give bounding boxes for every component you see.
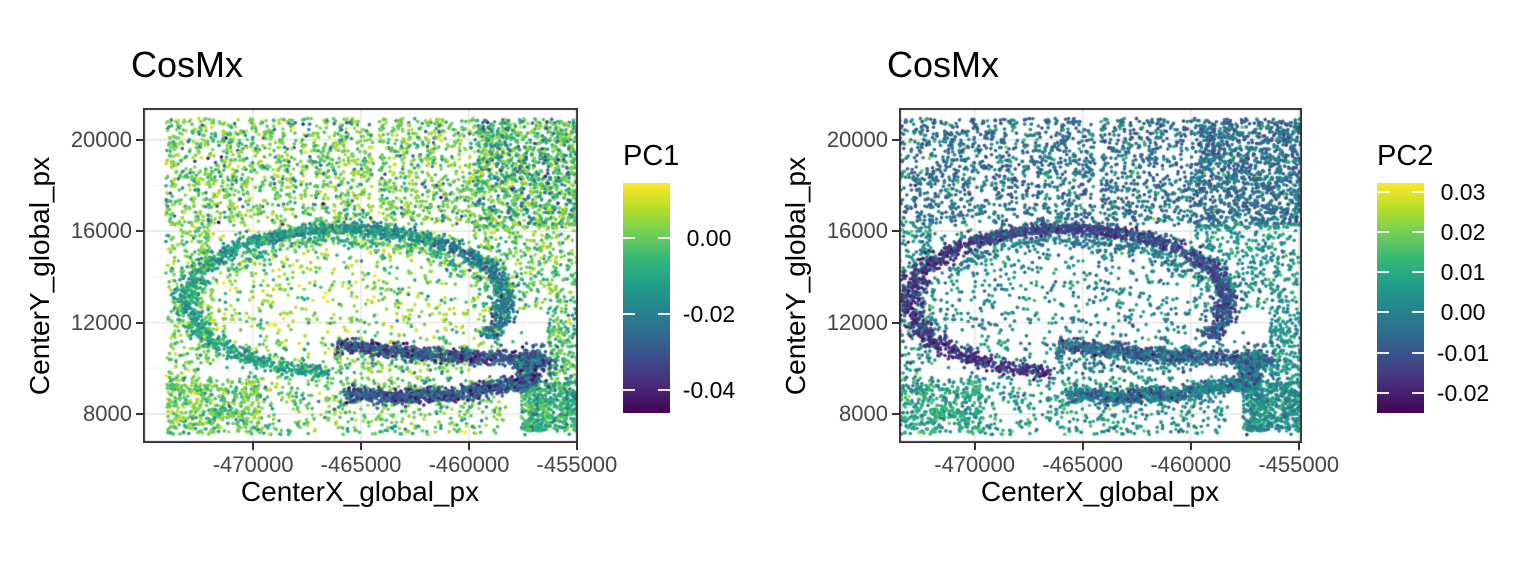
x-tick-label: -470000 bbox=[212, 452, 294, 477]
legend-tick-left bbox=[623, 237, 635, 240]
y-tick-mark bbox=[136, 230, 143, 233]
x-tick-mark bbox=[1297, 443, 1300, 450]
legend-tick-label: 0.03 bbox=[1440, 178, 1486, 205]
legend-tick-right bbox=[1412, 231, 1424, 234]
x-tick-mark bbox=[575, 443, 578, 450]
y-axis-title: CenterY_global_px bbox=[780, 156, 811, 395]
y-tick-label: 8000 bbox=[83, 400, 132, 426]
y-tick-mark bbox=[892, 412, 899, 415]
legend-tick-right bbox=[1412, 190, 1424, 193]
legend-tick-label: -0.04 bbox=[682, 377, 736, 404]
legend-tick-left bbox=[1377, 271, 1389, 274]
legend-tick-right bbox=[1412, 311, 1424, 314]
plot-title: CosMx bbox=[887, 44, 1000, 85]
legend-title-pc2: PC2 bbox=[1377, 140, 1434, 172]
y-tick-mark bbox=[136, 412, 143, 415]
x-tick-mark bbox=[1189, 443, 1192, 450]
legend-colorbar-pc1 bbox=[623, 183, 670, 413]
y-tick-mark bbox=[136, 321, 143, 324]
x-tick-mark bbox=[973, 443, 976, 450]
legend-tick-left bbox=[623, 389, 635, 392]
scatter-panel-pc1 bbox=[143, 108, 578, 443]
y-tick-label: 20000 bbox=[826, 126, 888, 152]
legend-tick-right bbox=[658, 237, 670, 240]
y-tick-mark bbox=[892, 230, 899, 233]
legend-tick-right bbox=[1412, 391, 1424, 394]
y-tick-label: 12000 bbox=[70, 309, 132, 335]
x-tick-label: -460000 bbox=[1150, 452, 1232, 477]
y-tick-mark bbox=[136, 138, 143, 141]
x-axis-title: CenterX_global_px bbox=[240, 476, 480, 507]
legend-tick-label: 0.00 bbox=[686, 225, 732, 252]
legend-tick-label: 0.01 bbox=[1440, 259, 1486, 286]
y-tick-label: 16000 bbox=[826, 218, 888, 244]
legend-tick-right bbox=[1412, 271, 1424, 274]
legend-tick-left bbox=[1377, 391, 1389, 394]
legend-tick-left bbox=[1377, 231, 1389, 234]
y-axis-title: CenterY_global_px bbox=[24, 156, 55, 395]
legend-tick-right bbox=[658, 389, 670, 392]
y-tick-mark bbox=[892, 321, 899, 324]
y-tick-label: 12000 bbox=[826, 309, 888, 335]
legend-tick-right bbox=[1412, 351, 1424, 354]
scatter-panel-pc2 bbox=[899, 108, 1302, 443]
x-tick-mark bbox=[360, 443, 363, 450]
legend-tick-label: -0.02 bbox=[682, 301, 736, 328]
x-tick-mark bbox=[1081, 443, 1084, 450]
legend-colorbar-pc2 bbox=[1377, 183, 1424, 413]
x-tick-label: -465000 bbox=[1042, 452, 1124, 477]
legend-tick-left bbox=[1377, 311, 1389, 314]
x-tick-mark bbox=[467, 443, 470, 450]
legend-tick-right bbox=[658, 313, 670, 316]
plot-title: CosMx bbox=[131, 44, 244, 85]
y-tick-label: 20000 bbox=[70, 126, 132, 152]
y-tick-label: 8000 bbox=[839, 400, 888, 426]
legend-tick-left bbox=[1377, 351, 1389, 354]
x-tick-mark bbox=[252, 443, 255, 450]
legend-tick-label: -0.02 bbox=[1436, 379, 1490, 406]
x-tick-label: -455000 bbox=[1258, 452, 1340, 477]
y-tick-label: 16000 bbox=[70, 218, 132, 244]
legend-tick-label: 0.02 bbox=[1440, 219, 1486, 246]
x-tick-label: -460000 bbox=[428, 452, 510, 477]
legend-tick-left bbox=[1377, 190, 1389, 193]
legend-title-pc1: PC1 bbox=[623, 140, 680, 172]
legend-tick-label: 0.00 bbox=[1440, 299, 1486, 326]
x-tick-label: -455000 bbox=[536, 452, 618, 477]
x-tick-label: -465000 bbox=[320, 452, 402, 477]
legend-tick-label: -0.01 bbox=[1436, 339, 1490, 366]
y-tick-mark bbox=[892, 138, 899, 141]
x-axis-title: CenterX_global_px bbox=[980, 476, 1220, 507]
x-tick-label: -470000 bbox=[934, 452, 1015, 477]
legend-tick-left bbox=[623, 313, 635, 316]
